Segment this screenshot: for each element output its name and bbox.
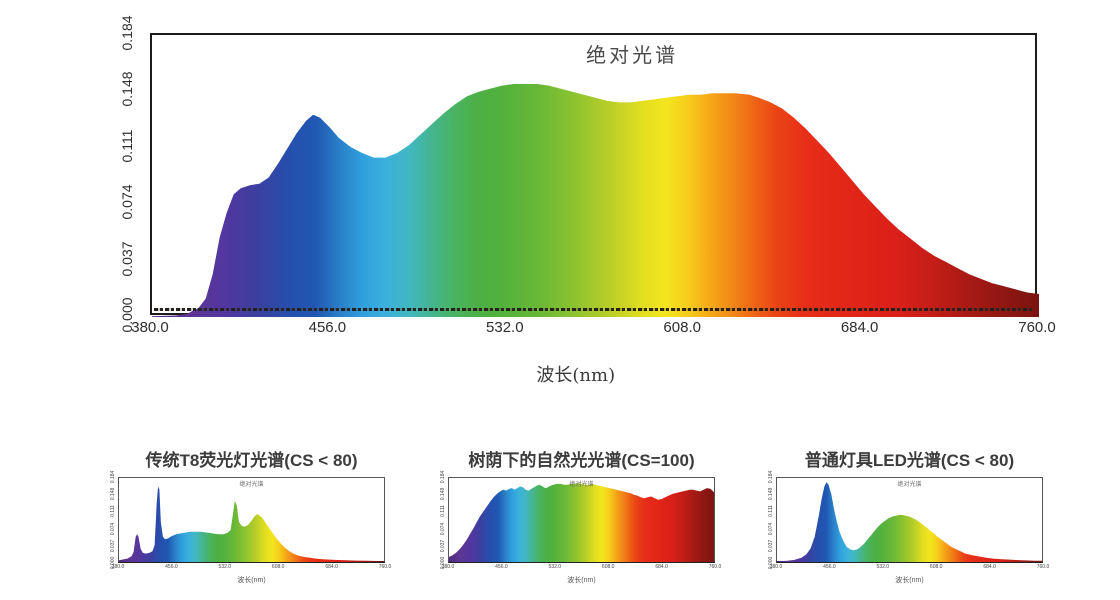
y-tick-label: 0.184 [110,470,116,484]
x-tick-label: 684.0 [655,564,668,570]
y-tick-label: 0.037 [119,241,135,277]
x-tick-label: 608.0 [271,564,285,570]
x-tick-label: 380.0 [769,564,783,570]
inner-chart-title: 绝对光谱 [569,482,594,488]
y-tick-label: 0.037 [768,539,774,553]
plot-area: 绝对光谱 [448,477,715,563]
x-tick-label: 608.0 [663,319,701,336]
x-tick-label: 456.0 [308,319,347,336]
plot-area: 绝对光谱 [150,33,1039,317]
y-tick-label: 0.111 [110,505,116,518]
y-axis-ticks: 0.184 0.148 0.111 0.074 0.037 0.000 [109,471,117,570]
x-tick-label: 532.0 [218,564,232,570]
x-tick-label: 532.0 [876,564,890,570]
chart-title: 绝对光谱 [586,43,679,67]
y-axis-ticks: 0.184 0.148 0.111 0.074 0.037 0.000 [439,471,447,570]
x-axis-ticks: 380.0 456.0 532.0 608.0 684.0 760.0 [112,564,392,570]
t8-fluorescent-chart: 传统T8荧光灯光谱(CS < 80) 绝对光谱 0.184 0.148 0.111 0… [110,451,391,584]
y-tick-label: 0.184 [119,15,135,51]
y-tick-label: 0.074 [110,522,116,535]
plot-area: 绝对光谱 [776,477,1043,563]
x-tick-label: 380.0 [111,564,125,570]
y-axis-ticks: 0.184 0.148 0.111 0.074 0.037 0.000 [114,15,140,332]
x-axis-ticks: 380.0 456.0 532.0 608.0 684.0 760.0 [770,564,1050,570]
y-tick-label: 0.148 [110,487,116,501]
x-axis-title: 波长(nm) [237,577,266,584]
main-spectrum-chart: 绝对光谱 0.184 0.148 0.111 0.074 0.037 0.000 380.… [119,15,1056,386]
inner-chart-title: 绝对光谱 [239,482,264,488]
x-tick-label: 532.0 [486,319,524,336]
y-tick-label: 0.111 [119,129,135,163]
spectrum-curve [152,84,1039,317]
spectrum-curve [119,486,384,562]
x-tick-label: 608.0 [929,564,943,570]
spectrum-curve [449,483,714,562]
x-tick-label: 456.0 [823,564,836,570]
panel-title: 传统T8荧光灯光谱(CS < 80) [145,451,358,470]
x-tick-label: 380.0 [131,319,169,336]
x-tick-label: 456.0 [165,564,178,570]
x-axis-title: 波长(nm) [536,365,616,386]
inner-chart-title: 绝对光谱 [897,482,922,488]
y-tick-label: 0.184 [768,470,774,484]
x-tick-label: 760.0 [378,564,392,570]
spectrum-curve [777,482,1042,562]
y-tick-label: 0.111 [768,505,774,518]
x-axis-title: 波长(nm) [567,577,596,584]
y-tick-label: 0.074 [440,522,446,535]
y-axis-ticks: 0.184 0.148 0.111 0.074 0.037 0.000 [767,471,775,570]
y-tick-label: 0.037 [110,539,116,553]
x-tick-label: 608.0 [601,564,615,570]
natural-light-chart: 树荫下的自然光光谱(CS=100) 绝对光谱 0.184 0.148 0.111 0.… [440,451,721,584]
y-tick-label: 0.148 [119,71,135,107]
y-tick-label: 0.074 [119,184,135,220]
x-tick-label: 532.0 [548,564,562,570]
led-chart: 普通灯具LED光谱(CS < 80) 绝对光谱 0.184 0.148 0.111 0… [768,451,1049,584]
plot-area: 绝对光谱 [118,477,385,563]
y-tick-label: 0.074 [768,522,774,535]
x-tick-label: 760.0 [1018,319,1056,336]
x-tick-label: 760.0 [1036,564,1050,570]
x-tick-label: 380.0 [441,564,455,570]
x-axis-title: 波长(nm) [895,577,924,584]
y-tick-label: 0.148 [768,487,774,501]
x-axis-ticks: 380.0 456.0 532.0 608.0 684.0 760.0 [442,564,722,570]
y-tick-label: 0.111 [440,505,446,518]
x-tick-label: 684.0 [983,564,996,570]
x-tick-label: 684.0 [325,564,338,570]
x-tick-label: 684.0 [840,319,879,336]
y-tick-label: 0.184 [440,470,446,484]
x-tick-label: 456.0 [495,564,508,570]
y-tick-label: 0.148 [440,487,446,501]
y-tick-label: 0.037 [440,539,446,553]
x-tick-label: 760.0 [708,564,722,570]
panel-title: 树荫下的自然光光谱(CS=100) [468,451,695,470]
panel-title: 普通灯具LED光谱(CS < 80) [804,451,1015,470]
x-axis-ticks: 380.0 456.0 532.0 608.0 684.0 760.0 [131,319,1056,337]
minor-tick-band [154,308,1033,311]
